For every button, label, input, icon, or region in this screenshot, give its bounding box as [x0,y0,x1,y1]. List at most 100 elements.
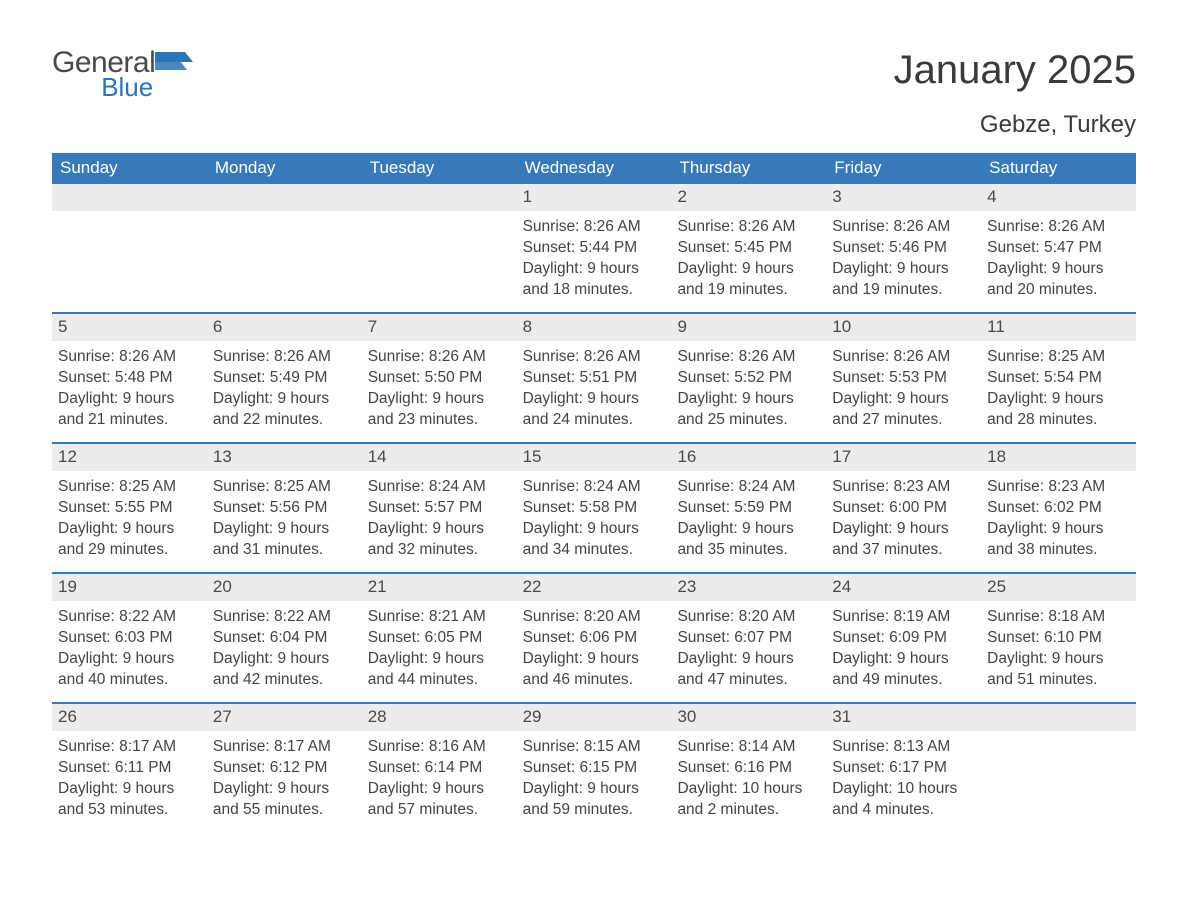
header: General Blue January 2025 Gebze, Turkey [52,48,1136,139]
calendar-day: 29Sunrise: 8:15 AMSunset: 6:15 PMDayligh… [517,704,672,832]
calendar-day: 4Sunrise: 8:26 AMSunset: 5:47 PMDaylight… [981,184,1136,312]
daylight-text: Daylight: 9 hours and 31 minutes. [213,519,356,561]
day-body [362,211,517,303]
day-body: Sunrise: 8:13 AMSunset: 6:17 PMDaylight:… [826,731,981,829]
daylight-text: Daylight: 9 hours and 25 minutes. [677,389,820,431]
day-number: 4 [981,184,1136,211]
day-number: 19 [52,574,207,601]
sunset-text: Sunset: 6:17 PM [832,758,975,779]
dow-thursday: Thursday [671,153,826,184]
sunrise-text: Sunrise: 8:24 AM [368,477,511,498]
day-number: 20 [207,574,362,601]
daylight-text: Daylight: 9 hours and 19 minutes. [677,259,820,301]
daylight-text: Daylight: 9 hours and 29 minutes. [58,519,201,561]
calendar-day: 27Sunrise: 8:17 AMSunset: 6:12 PMDayligh… [207,704,362,832]
day-number: 6 [207,314,362,341]
daylight-text: Daylight: 9 hours and 27 minutes. [832,389,975,431]
day-number [362,184,517,211]
sunrise-text: Sunrise: 8:26 AM [523,347,666,368]
calendar-day [981,704,1136,832]
day-body: Sunrise: 8:26 AMSunset: 5:45 PMDaylight:… [671,211,826,309]
sunrise-text: Sunrise: 8:17 AM [58,737,201,758]
sunset-text: Sunset: 5:44 PM [523,238,666,259]
sunset-text: Sunset: 6:12 PM [213,758,356,779]
day-number: 9 [671,314,826,341]
sunrise-text: Sunrise: 8:26 AM [832,217,975,238]
flag-icon [155,48,197,81]
calendar-day: 10Sunrise: 8:26 AMSunset: 5:53 PMDayligh… [826,314,981,442]
sunset-text: Sunset: 5:45 PM [677,238,820,259]
sunset-text: Sunset: 5:57 PM [368,498,511,519]
day-body: Sunrise: 8:22 AMSunset: 6:04 PMDaylight:… [207,601,362,699]
daylight-text: Daylight: 9 hours and 34 minutes. [523,519,666,561]
calendar-day: 24Sunrise: 8:19 AMSunset: 6:09 PMDayligh… [826,574,981,702]
sunset-text: Sunset: 5:52 PM [677,368,820,389]
sunrise-text: Sunrise: 8:26 AM [677,217,820,238]
daylight-text: Daylight: 9 hours and 42 minutes. [213,649,356,691]
sunrise-text: Sunrise: 8:26 AM [58,347,201,368]
day-number: 15 [517,444,672,471]
day-body: Sunrise: 8:16 AMSunset: 6:14 PMDaylight:… [362,731,517,829]
sunrise-text: Sunrise: 8:26 AM [213,347,356,368]
day-number: 24 [826,574,981,601]
day-number: 8 [517,314,672,341]
day-number: 1 [517,184,672,211]
sunset-text: Sunset: 5:50 PM [368,368,511,389]
calendar-day: 31Sunrise: 8:13 AMSunset: 6:17 PMDayligh… [826,704,981,832]
day-body: Sunrise: 8:26 AMSunset: 5:53 PMDaylight:… [826,341,981,439]
day-body: Sunrise: 8:26 AMSunset: 5:50 PMDaylight:… [362,341,517,439]
day-body: Sunrise: 8:24 AMSunset: 5:59 PMDaylight:… [671,471,826,569]
day-body: Sunrise: 8:26 AMSunset: 5:48 PMDaylight:… [52,341,207,439]
calendar: Sunday Monday Tuesday Wednesday Thursday… [52,153,1136,832]
day-body: Sunrise: 8:18 AMSunset: 6:10 PMDaylight:… [981,601,1136,699]
calendar-day: 7Sunrise: 8:26 AMSunset: 5:50 PMDaylight… [362,314,517,442]
calendar-day: 3Sunrise: 8:26 AMSunset: 5:46 PMDaylight… [826,184,981,312]
day-number: 30 [671,704,826,731]
sunset-text: Sunset: 6:10 PM [987,628,1130,649]
calendar-day: 12 Sunrise: 8:25 AMSunset: 5:55 PMDayligh… [52,444,207,572]
daylight-text: Daylight: 9 hours and 32 minutes. [368,519,511,561]
day-number: 22 [517,574,672,601]
day-number: 21 [362,574,517,601]
calendar-day: 18Sunrise: 8:23 AMSunset: 6:02 PMDayligh… [981,444,1136,572]
sunrise-text: Sunrise: 8:21 AM [368,607,511,628]
calendar-day: 30Sunrise: 8:14 AMSunset: 6:16 PMDayligh… [671,704,826,832]
sunset-text: Sunset: 6:11 PM [58,758,201,779]
day-body: Sunrise: 8:24 AMSunset: 5:57 PMDaylight:… [362,471,517,569]
sunset-text: Sunset: 6:05 PM [368,628,511,649]
day-number [52,184,207,211]
day-body: Sunrise: 8:26 AMSunset: 5:49 PMDaylight:… [207,341,362,439]
sunset-text: Sunset: 5:55 PM [58,498,201,519]
daylight-text: Daylight: 9 hours and 37 minutes. [832,519,975,561]
daylight-text: Daylight: 9 hours and 57 minutes. [368,779,511,821]
day-body [981,731,1136,823]
day-number: 18 [981,444,1136,471]
sunrise-text: Sunrise: 8:16 AM [368,737,511,758]
daylight-text: Daylight: 9 hours and 40 minutes. [58,649,201,691]
day-number: 27 [207,704,362,731]
calendar-week: 1Sunrise: 8:26 AMSunset: 5:44 PMDaylight… [52,184,1136,312]
calendar-day [362,184,517,312]
dow-sunday: Sunday [52,153,207,184]
calendar-day: 14Sunrise: 8:24 AMSunset: 5:57 PMDayligh… [362,444,517,572]
calendar-day: 23Sunrise: 8:20 AMSunset: 6:07 PMDayligh… [671,574,826,702]
calendar-week: 5Sunrise: 8:26 AMSunset: 5:48 PMDaylight… [52,312,1136,442]
daylight-text: Daylight: 10 hours and 2 minutes. [677,779,820,821]
daylight-text: Daylight: 9 hours and 18 minutes. [523,259,666,301]
sunrise-text: Sunrise: 8:24 AM [677,477,820,498]
sunrise-text: Sunrise: 8:22 AM [58,607,201,628]
day-body: Sunrise: 8:24 AMSunset: 5:58 PMDaylight:… [517,471,672,569]
sunrise-text: Sunrise: 8:22 AM [213,607,356,628]
logo-word-blue: Blue [101,74,153,100]
daylight-text: Daylight: 9 hours and 22 minutes. [213,389,356,431]
daylight-text: Daylight: 9 hours and 44 minutes. [368,649,511,691]
calendar-day: 26Sunrise: 8:17 AMSunset: 6:11 PMDayligh… [52,704,207,832]
sunset-text: Sunset: 5:56 PM [213,498,356,519]
sunrise-text: Sunrise: 8:25 AM [987,347,1130,368]
day-number: 17 [826,444,981,471]
day-body: Sunrise: 8:23 AMSunset: 6:02 PMDaylight:… [981,471,1136,569]
day-body: Sunrise: 8:26 AMSunset: 5:51 PMDaylight:… [517,341,672,439]
sunrise-text: Sunrise: 8:25 AM [58,477,201,498]
sunset-text: Sunset: 6:06 PM [523,628,666,649]
day-number: 12 [52,444,207,471]
